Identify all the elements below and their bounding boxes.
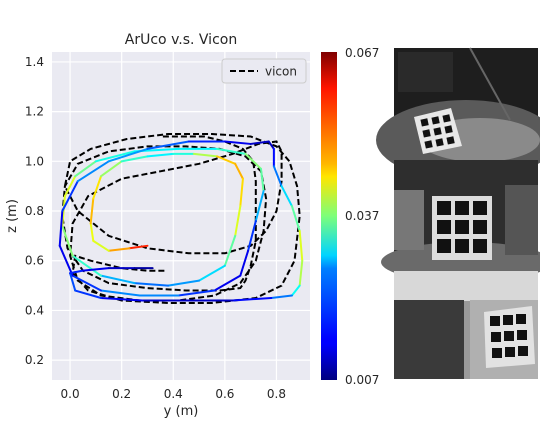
y-tick-label: 0.6 <box>25 254 44 268</box>
x-axis-label: y (m) <box>164 404 199 419</box>
aruco-trajectory-segment <box>63 175 77 198</box>
chart-title: ArUco v.s. Vicon <box>125 32 237 48</box>
aruco-trajectory-segment <box>254 190 265 222</box>
aruco-trajectory-segment <box>239 249 250 277</box>
aruco-trajectory-segment <box>92 239 110 252</box>
colorbar-min-label: 0.007 <box>345 373 379 387</box>
aruco-trajectory-segment <box>61 195 66 227</box>
x-tick-labels: 0.0 0.2 0.4 0.6 0.8 <box>61 387 286 401</box>
legend-box <box>221 58 307 84</box>
aruco-trajectory-segment <box>128 244 149 250</box>
y-tick-label: 1.4 <box>25 55 44 69</box>
aruco-trajectory-segment <box>107 147 149 163</box>
aruco-trajectory-segment <box>107 247 131 252</box>
aruco-trajectory-segment <box>74 289 103 299</box>
camera-photo-3 <box>394 271 538 379</box>
aruco-trajectory-segment <box>213 274 242 292</box>
x-tick-label: 0.6 <box>215 387 234 401</box>
aruco-trajectory-segment <box>146 152 175 158</box>
y-tick-label: 1.0 <box>25 154 44 168</box>
y-tick-label: 1.2 <box>25 105 44 119</box>
aruco-trajectory-segment <box>69 272 77 292</box>
aruco-trajectory-segment <box>146 140 190 150</box>
camera-photo-2 <box>381 160 540 282</box>
aruco-trajectory-segment <box>58 244 74 277</box>
x-tick-label: 0.4 <box>164 387 183 401</box>
vicon-trajectory-line <box>61 133 301 304</box>
aruco-trajectory-segment <box>247 219 257 252</box>
aruco-trajectory-segment <box>76 160 110 183</box>
camera-photo-1 <box>376 47 540 180</box>
y-tick-label: 0.8 <box>25 204 44 218</box>
y-tick-label: 0.4 <box>25 303 44 317</box>
aruco-trajectory-segment <box>74 160 97 178</box>
aruco-trajectory-segment <box>71 274 103 292</box>
plot-area: 0.0 0.2 0.4 0.6 0.8 0.2 0.4 0.6 0.8 1.0 1.2 1.4 <box>25 52 310 401</box>
aruco-trajectory-segment <box>234 205 242 237</box>
x-tick-label: 0.0 <box>61 387 80 401</box>
aruco-trajectory-segment <box>259 167 265 193</box>
aruco-trajectory-segment <box>58 210 64 247</box>
aruco-trajectory-segment <box>92 175 103 200</box>
aruco-trajectory-segment <box>100 289 141 297</box>
aruco-trajectory-segment <box>100 274 136 285</box>
aruco-trajectory-segment <box>81 267 110 272</box>
aruco-trajectory-segment <box>89 222 95 242</box>
y-tick-label: 0.2 <box>25 353 44 367</box>
series-layer <box>58 133 304 304</box>
aruco-trajectory-segment <box>69 269 84 275</box>
colorbar: 0.067 0.037 0.007 <box>321 46 379 387</box>
colorbar-mid-label: 0.037 <box>345 209 379 223</box>
grid <box>52 52 310 380</box>
aruco-trajectory-segment <box>223 140 252 145</box>
aruco-trajectory-segment <box>290 205 301 232</box>
aruco-trajectory-segment <box>198 264 226 282</box>
aruco-trajectory-segment <box>71 254 103 277</box>
aruco-trajectory-segment <box>216 147 247 155</box>
y-tick-labels: 0.2 0.4 0.6 0.8 1.0 1.2 1.4 <box>25 55 44 367</box>
aruco-trajectory-segment <box>192 152 219 158</box>
aruco-trajectory-segment <box>223 234 237 267</box>
aruco-trajectory-segment <box>216 155 237 165</box>
colorbar-gradient <box>321 52 337 380</box>
aruco-trajectory-segment <box>298 259 304 287</box>
aruco-trajectory-segment <box>270 294 293 299</box>
aruco-trajectory-segment <box>231 297 273 302</box>
aruco-trajectory-segment <box>61 180 79 213</box>
aruco-trajectory-segment <box>298 229 304 262</box>
legend: vicon <box>221 58 307 84</box>
y-axis-label: z (m) <box>5 199 20 233</box>
aruco-trajectory-segment <box>267 140 275 150</box>
aruco-trajectory-segment <box>239 177 244 208</box>
aruco-trajectory-segment <box>94 150 136 163</box>
x-tick-label: 0.8 <box>267 387 286 401</box>
aruco-trajectory-segment <box>234 162 244 180</box>
aruco-trajectory-segment <box>280 185 293 208</box>
legend-vicon-label: vicon <box>265 65 297 79</box>
aruco-trajectory-segment <box>61 224 74 257</box>
aruco-trajectory-segment <box>244 152 262 170</box>
aruco-trajectory-segment <box>177 289 216 297</box>
aruco-trajectory-segment <box>249 140 270 145</box>
aruco-trajectory-segment <box>100 297 144 302</box>
x-tick-label: 0.2 <box>112 387 131 401</box>
aruco-trajectory-segment <box>100 160 123 178</box>
aruco-trajectory-segment <box>89 197 95 225</box>
aruco-trajectory-segment <box>290 284 301 297</box>
colorbar-max-label: 0.067 <box>345 46 379 60</box>
aruco-trajectory-segment <box>120 155 149 163</box>
aruco-trajectory-segment <box>167 279 201 287</box>
plot-background <box>52 52 310 380</box>
aruco-trajectory-segment <box>133 282 170 287</box>
aruco-trajectory-segment <box>272 165 283 188</box>
